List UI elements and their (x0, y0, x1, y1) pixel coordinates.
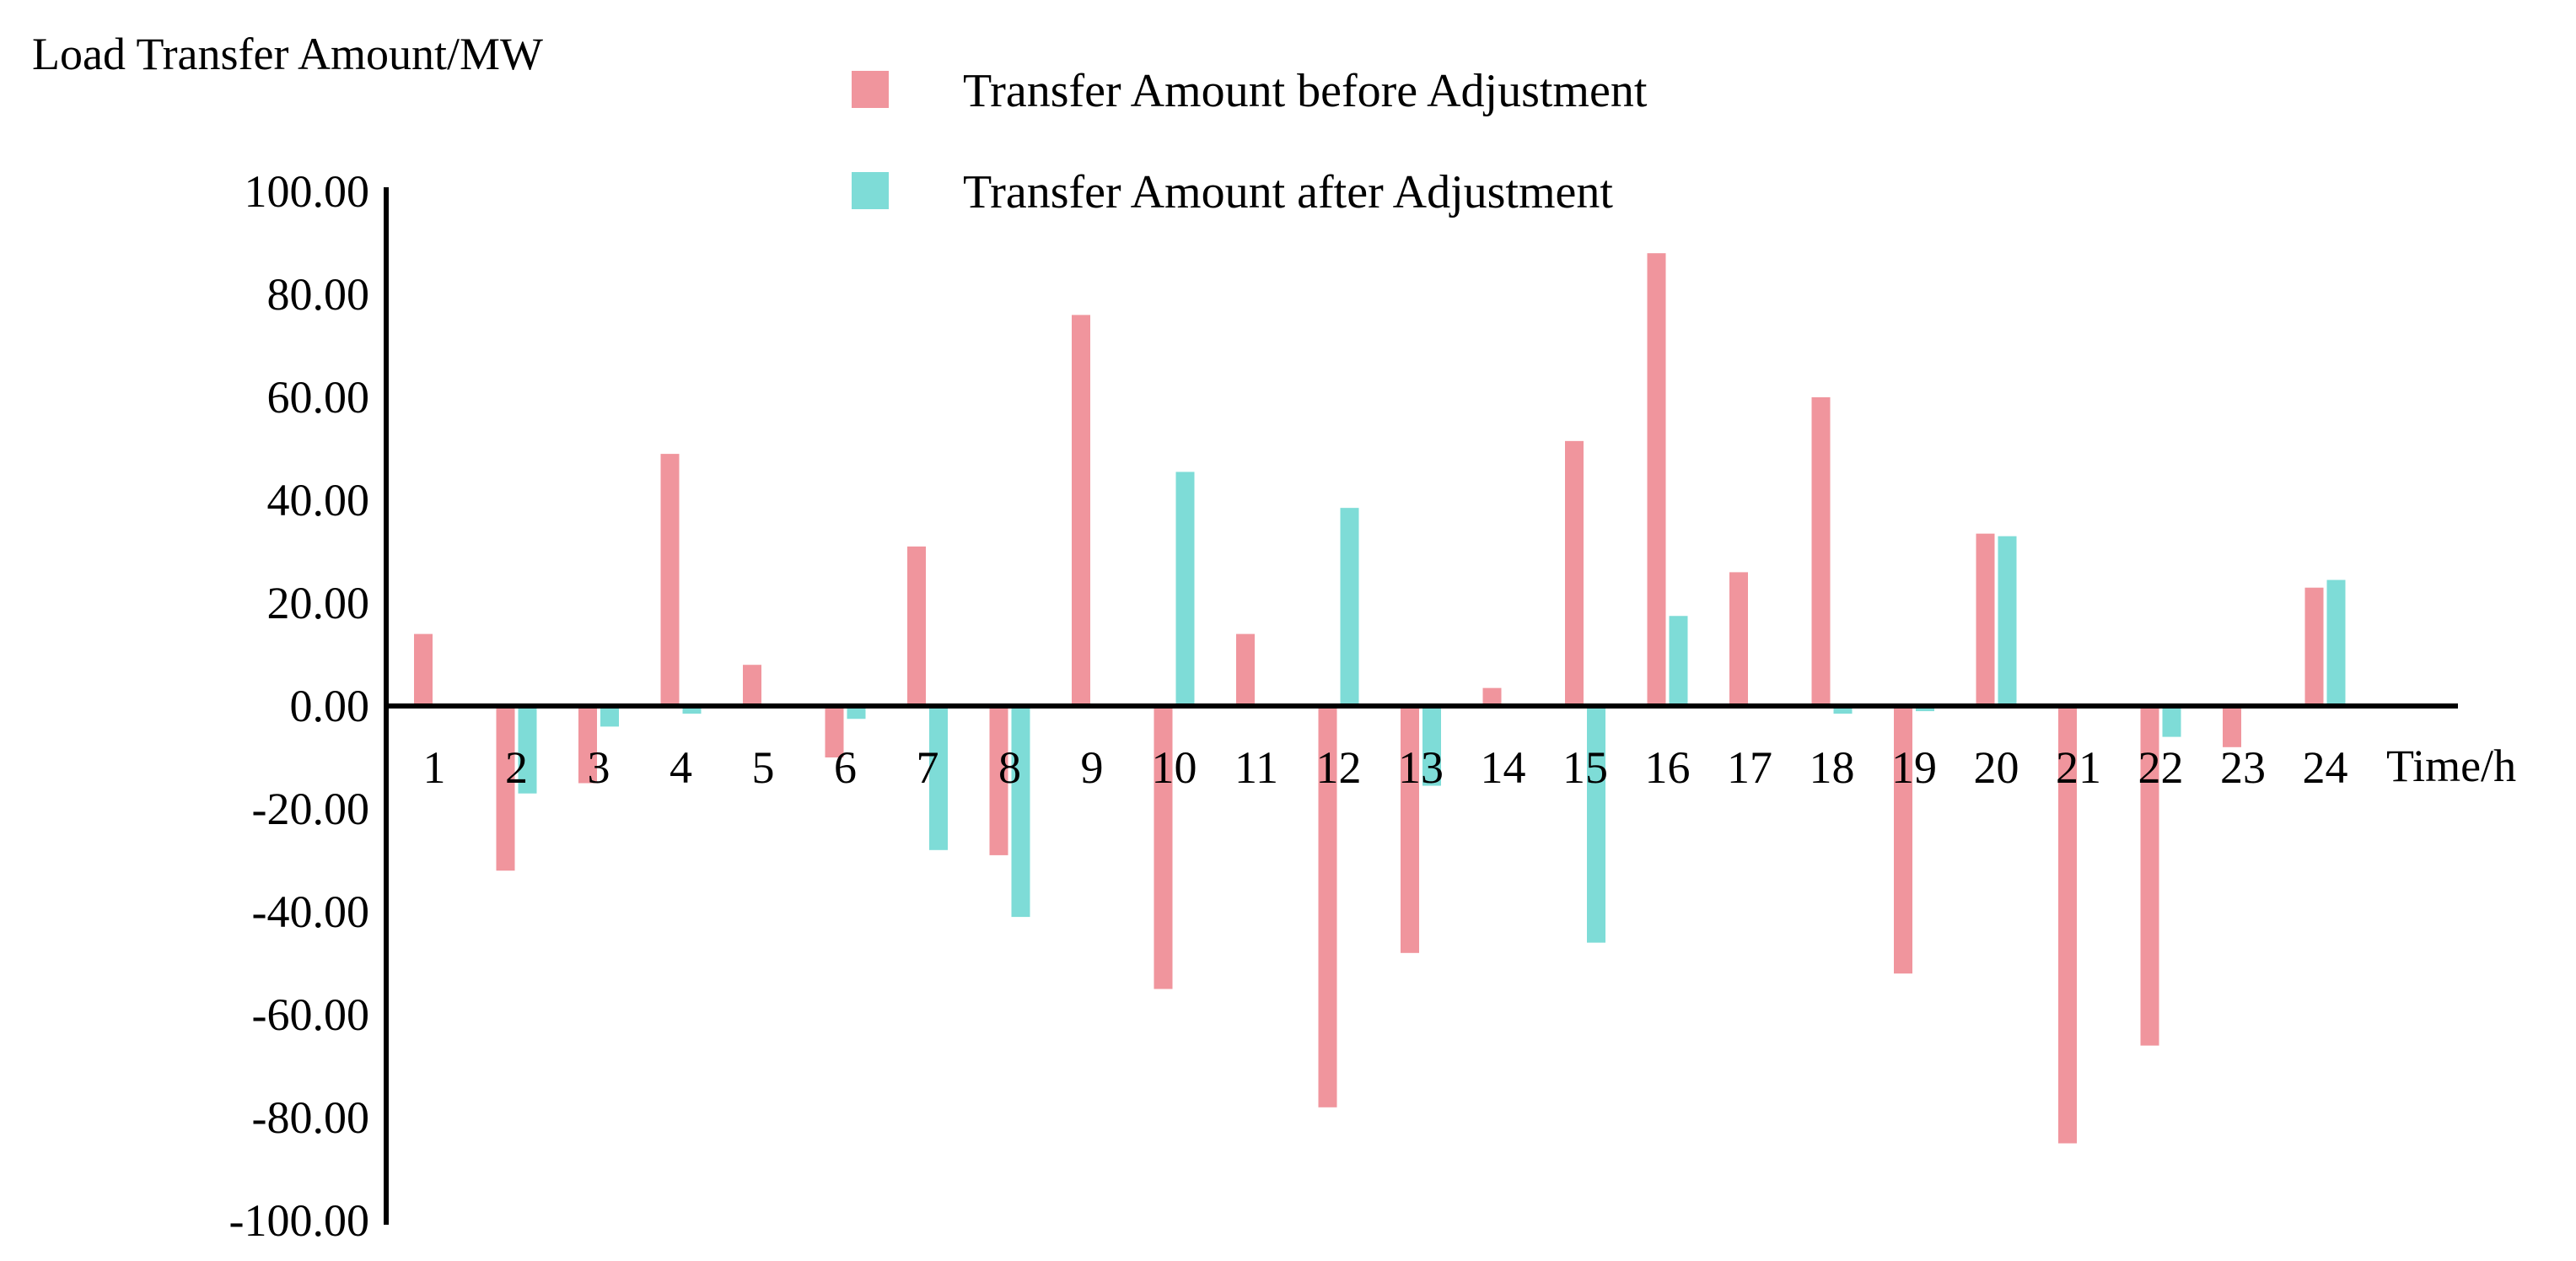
bar-after-22 (2162, 706, 2181, 737)
y-tick-label: 60.00 (267, 372, 370, 423)
x-tick-label-22: 22 (2138, 742, 2184, 793)
bar-before-18 (1811, 397, 1831, 706)
legend-label-before: Transfer Amount before Adjustment (963, 65, 1648, 117)
bar-before-19 (1894, 706, 1912, 974)
y-tick-label: 20.00 (267, 578, 370, 628)
legend-label-after: Transfer Amount after Adjustment (963, 166, 1613, 218)
bar-before-1 (414, 633, 433, 706)
bar-before-11 (1236, 633, 1255, 706)
x-tick-label-14: 14 (1481, 742, 1526, 793)
x-tick-label-10: 10 (1152, 742, 1197, 793)
y-tick-label: 80.00 (267, 269, 370, 320)
x-tick-label-20: 20 (1974, 742, 2019, 793)
x-tick-label-3: 3 (588, 742, 610, 793)
bar-before-6 (825, 706, 844, 757)
bar-after-13 (1422, 706, 1441, 786)
y-tick-labels: 100.00 80.00 60.00 40.00 20.00 0.00 -20.00 -40.… (229, 166, 369, 1246)
bar-after-24 (2326, 579, 2346, 706)
y-tick-label: -100.00 (229, 1195, 369, 1246)
x-tick-label-12: 12 (1316, 742, 1362, 793)
x-tick-label-5: 5 (752, 742, 775, 793)
bar-before-9 (1072, 315, 1090, 706)
x-tick-label-2: 2 (505, 742, 528, 793)
x-tick-label-6: 6 (834, 742, 857, 793)
legend: Transfer Amount before Adjustment Transfe… (852, 65, 1648, 218)
x-tick-label-15: 15 (1562, 742, 1608, 793)
x-tick-label-23: 23 (2220, 742, 2266, 793)
bar-before-20 (1976, 533, 1995, 706)
x-tick-labels: 1 2 3 4 5 6 7 8 9 10 11 12 13 14 15 16 17 18 19 20 21 22 23 24 (423, 742, 2348, 793)
y-tick-label: 0.00 (290, 681, 370, 731)
y-tick-label: -80.00 (252, 1092, 369, 1143)
bar-before-5 (743, 665, 761, 706)
x-tick-label-21: 21 (2056, 742, 2101, 793)
bar-before-3 (578, 706, 597, 784)
bar-after-10 (1175, 472, 1195, 706)
bar-before-14 (1482, 687, 1502, 706)
x-tick-label-1: 1 (423, 742, 446, 793)
x-axis-title: Time/h (2386, 741, 2516, 791)
bar-before-10 (1154, 706, 1173, 989)
bars-layer (414, 253, 2346, 1144)
bar-before-23 (2223, 706, 2241, 747)
bar-after-15 (1587, 706, 1605, 943)
bar-before-15 (1565, 440, 1584, 706)
y-tick-label: -20.00 (252, 784, 369, 834)
x-tick-label-9: 9 (1081, 742, 1104, 793)
bar-before-17 (1729, 572, 1748, 706)
x-tick-label-17: 17 (1727, 742, 1772, 793)
y-tick-label: 100.00 (245, 166, 370, 217)
bar-before-7 (907, 546, 926, 706)
bar-before-13 (1401, 706, 1419, 953)
bar-before-12 (1318, 706, 1337, 1107)
bar-after-4 (682, 706, 702, 714)
x-tick-label-19: 19 (1891, 742, 1937, 793)
bar-before-16 (1647, 253, 1666, 706)
legend-swatch-after (852, 172, 889, 209)
axes-layer (384, 187, 2458, 1225)
bar-before-2 (496, 706, 515, 871)
bar-after-7 (929, 706, 948, 850)
bar-after-19 (1916, 706, 1934, 712)
y-axis-title: Load Transfer Amount/MW (32, 29, 543, 79)
legend-swatch-before (852, 71, 889, 108)
x-tick-label-16: 16 (1645, 742, 1691, 793)
bar-after-8 (1011, 706, 1030, 918)
bar-after-12 (1340, 508, 1359, 706)
x-tick-label-24: 24 (2303, 742, 2348, 793)
y-tick-label: -40.00 (252, 886, 369, 937)
y-tick-label: 40.00 (267, 475, 370, 525)
x-tick-label-8: 8 (998, 742, 1021, 793)
bar-before-21 (2058, 706, 2077, 1144)
bar-before-24 (2304, 587, 2324, 706)
bar-after-6 (847, 706, 866, 719)
x-tick-label-7: 7 (917, 742, 939, 793)
bar-before-4 (660, 454, 680, 706)
bar-before-8 (989, 706, 1008, 855)
bar-after-16 (1669, 616, 1688, 706)
bar-before-22 (2140, 706, 2159, 1046)
x-tick-label-13: 13 (1398, 742, 1444, 793)
x-tick-label-4: 4 (670, 742, 692, 793)
y-tick-label: -60.00 (252, 989, 369, 1040)
x-tick-label-11: 11 (1234, 742, 1278, 793)
bar-after-20 (1998, 536, 2017, 706)
bar-after-3 (600, 706, 619, 727)
bar-after-2 (518, 706, 537, 794)
bar-after-18 (1833, 706, 1853, 714)
x-tick-label-18: 18 (1810, 742, 1855, 793)
